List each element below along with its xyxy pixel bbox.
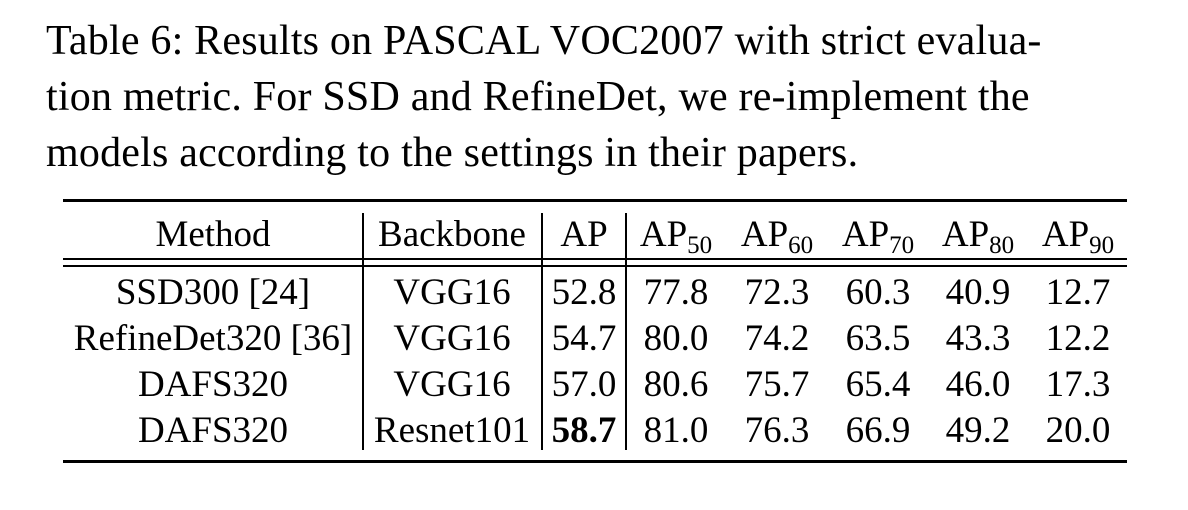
table-bottom-rule [63,460,1127,463]
table-cell-ap50: 81.0 [643,410,709,451]
caption-line: Table 6: Results on PASCAL VOC2007 with … [46,18,1042,64]
table-cell-ap90: 12.2 [1045,318,1111,359]
caption-line: models according to the settings in thei… [46,130,859,176]
table-cell-backbone: VGG16 [393,318,511,359]
column-header-ap60: AP60 [740,214,814,259]
column-divider [625,213,627,450]
table-caption: Table 6: Results on PASCAL VOC2007 with … [46,13,1146,181]
caption-line: tion metric. For SSD and RefineDet, we r… [46,74,1030,120]
column-header-ap90: AP90 [1041,214,1115,259]
column-header-ap80: AP80 [941,214,1015,259]
table-cell-ap60: 72.3 [744,272,810,313]
table-cell-ap50: 77.8 [643,272,709,313]
table-cell-ap80: 49.2 [945,410,1011,451]
table-cell-ap70: 60.3 [845,272,911,313]
table-cell-ap: 57.0 [551,364,617,405]
table-top-rule [63,199,1127,202]
table-cell-ap80: 46.0 [945,364,1011,405]
table-cell-ap80: 40.9 [945,272,1011,313]
table-cell-method: DAFS320 [137,410,289,451]
column-header-ap70: AP70 [841,214,915,259]
column-header-ap50: AP50 [639,214,713,259]
table-header-rule [63,265,1127,267]
table-cell-ap: 54.7 [551,318,617,359]
table-cell-ap70: 66.9 [845,410,911,451]
column-divider [362,213,364,450]
table-cell-ap: 52.8 [551,272,617,313]
table-header-rule [63,258,1127,260]
table-cell-ap: 58.7 [551,410,617,451]
column-header-method: Method [155,214,271,255]
table-cell-ap50: 80.0 [643,318,709,359]
table-cell-backbone: VGG16 [393,364,511,405]
table-cell-method: RefineDet320 [36] [73,318,353,359]
column-header-ap: AP [560,214,608,255]
table-cell-ap60: 76.3 [744,410,810,451]
table-cell-ap70: 65.4 [845,364,911,405]
table-cell-ap70: 63.5 [845,318,911,359]
table-cell-backbone: Resnet101 [373,410,531,451]
column-divider [541,213,543,450]
table-cell-method: SSD300 [24] [115,272,311,313]
table-cell-ap80: 43.3 [945,318,1011,359]
table-cell-ap90: 17.3 [1045,364,1111,405]
table-cell-method: DAFS320 [137,364,289,405]
table-cell-ap60: 74.2 [744,318,810,359]
table-cell-backbone: VGG16 [393,272,511,313]
column-header-backbone: Backbone [378,214,526,255]
table-cell-ap50: 80.6 [643,364,709,405]
table-cell-ap90: 20.0 [1045,410,1111,451]
table-cell-ap60: 75.7 [744,364,810,405]
table-cell-ap90: 12.7 [1045,272,1111,313]
